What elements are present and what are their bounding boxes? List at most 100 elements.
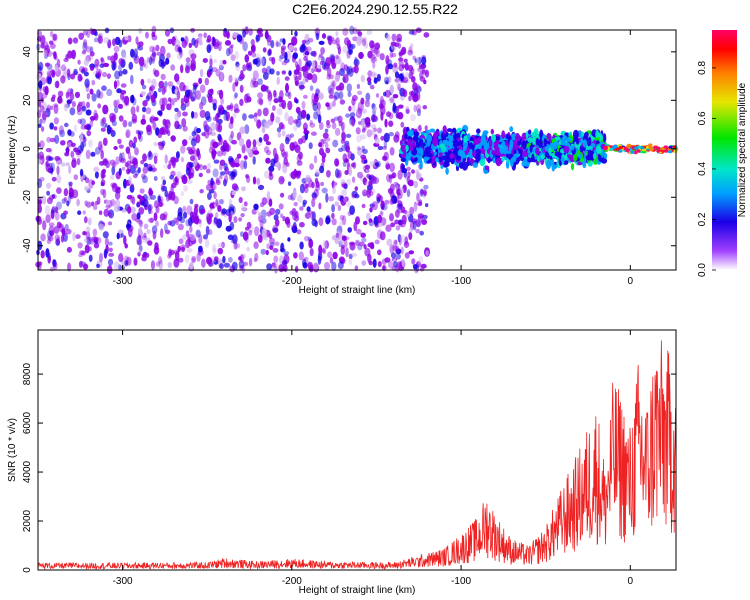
spectrogram-cell xyxy=(120,232,124,238)
spectrogram-cell xyxy=(95,73,100,79)
spectrogram-cell xyxy=(388,120,394,127)
spectrogram-cell xyxy=(102,189,107,199)
spectrogram-cell xyxy=(259,220,264,228)
spectrogram-cell xyxy=(160,104,165,112)
spectrogram-cell xyxy=(251,52,257,58)
spectrogram-cell xyxy=(418,255,424,264)
spectrogram-cell xyxy=(292,52,298,60)
spectrogram-cell xyxy=(514,134,522,141)
spectrogram-cell xyxy=(65,162,70,167)
spectrogram-cell xyxy=(65,228,72,235)
spectrogram-cell xyxy=(299,221,305,228)
spectrogram-cell xyxy=(334,127,341,136)
spectrogram-cell xyxy=(98,35,103,44)
spectrogram-cell xyxy=(315,89,321,94)
spectrogram-cell xyxy=(532,136,536,145)
spectrogram-cell xyxy=(60,234,65,243)
spectrogram-cell xyxy=(170,97,176,107)
spectrogram-cell xyxy=(383,138,388,149)
spectrogram-cell xyxy=(331,212,335,219)
spectrogram-cell xyxy=(86,92,91,100)
spectrogram-cell xyxy=(491,149,496,155)
spectrogram-cell xyxy=(287,181,292,187)
spectrogram-cell xyxy=(242,113,247,121)
spectrogram-cell xyxy=(139,188,145,194)
spectrogram-cell xyxy=(174,39,181,48)
spectrogram-cell xyxy=(161,97,168,106)
spectrogram-cell xyxy=(79,133,84,144)
spectrogram-cell xyxy=(561,141,567,146)
spectrogram-cell xyxy=(149,115,156,124)
snr-y-tick-label: 8000 xyxy=(22,363,33,386)
spectrogram-cell xyxy=(85,149,91,160)
spectrogram-cell xyxy=(258,98,264,106)
spectrogram-cell xyxy=(93,37,99,43)
spectrogram-cell xyxy=(195,90,201,100)
spectrogram-cell xyxy=(102,137,108,146)
spectrogram-cell xyxy=(318,142,323,148)
spectrogram-cell xyxy=(325,216,331,225)
spectrogram-cell xyxy=(69,92,75,101)
spectrogram-cell xyxy=(298,151,303,160)
spectrogram-cell xyxy=(361,237,367,243)
spectrogram-cell xyxy=(130,74,134,85)
spectrogram-cell xyxy=(373,58,378,64)
spectrogram-cell xyxy=(405,144,409,152)
spectrogram-cell xyxy=(328,36,335,42)
spectrogram-cell xyxy=(344,158,349,164)
spectrogram-cell xyxy=(91,93,97,102)
spectrogram-cell xyxy=(94,58,100,67)
spectrogram-cell xyxy=(261,56,267,67)
spectrogram-cell xyxy=(113,205,120,213)
spectrogram-cell xyxy=(67,50,73,59)
spectrogram-cell xyxy=(196,164,201,169)
spectrogram-cell xyxy=(546,133,552,140)
spectrogram-cell xyxy=(228,104,234,109)
spectrogram-cell xyxy=(408,91,414,96)
spectrogram-cell xyxy=(117,64,123,71)
spectrogram-cell xyxy=(407,138,412,146)
spectrogram-cell xyxy=(377,145,383,151)
spectrogram-cell xyxy=(98,140,103,151)
spectrogram-cell xyxy=(339,214,345,221)
spectrogram-cell xyxy=(71,49,76,60)
spectrogram-cell xyxy=(109,159,116,166)
spectrogram-cell xyxy=(377,249,382,256)
spectrogram-cell xyxy=(79,250,85,256)
spectrogram-cell xyxy=(142,194,148,202)
spectrogram-cell xyxy=(36,73,42,82)
spectrogram-cell xyxy=(213,58,218,64)
spectrogram-cell xyxy=(406,189,411,198)
spectrogram-cell xyxy=(218,104,224,115)
spectrogram-cell xyxy=(140,91,146,96)
spectrogram-cell xyxy=(305,174,311,183)
spectrogram-cell xyxy=(169,174,175,180)
spectrogram-cell xyxy=(270,112,275,122)
spectrogram-cell xyxy=(217,150,223,157)
spectrogram-cell xyxy=(317,114,322,124)
spectrogram-cell xyxy=(377,214,383,224)
spectrogram-cell xyxy=(199,68,204,78)
spectrogram-cell xyxy=(337,261,344,270)
spectrogram-cell xyxy=(88,139,93,148)
spectrogram-cell xyxy=(118,144,124,149)
spectrogram-cell xyxy=(76,110,83,116)
spectrogram-cell xyxy=(535,147,540,155)
spectrogram-cell xyxy=(106,199,110,206)
spectrogram-cell xyxy=(176,90,181,101)
spectrogram-cell xyxy=(254,252,259,262)
spectrogram-cell xyxy=(138,27,143,34)
spectrogram-cell xyxy=(395,184,399,190)
spectrogram-cell xyxy=(280,177,285,183)
spectrogram-cell xyxy=(279,54,285,60)
spectrogram-cell xyxy=(60,75,66,84)
spectrogram-cell xyxy=(371,128,376,136)
spectrogram-cell xyxy=(412,264,418,270)
spectrogram-cell xyxy=(173,258,180,268)
spectrogram-cell xyxy=(189,225,193,233)
spectrogram-cell xyxy=(137,130,144,136)
spectrogram-cell xyxy=(257,234,263,243)
spectrogram-cell xyxy=(528,129,532,135)
spectrogram-cell xyxy=(148,166,153,172)
spectrogram-cell xyxy=(369,161,374,167)
